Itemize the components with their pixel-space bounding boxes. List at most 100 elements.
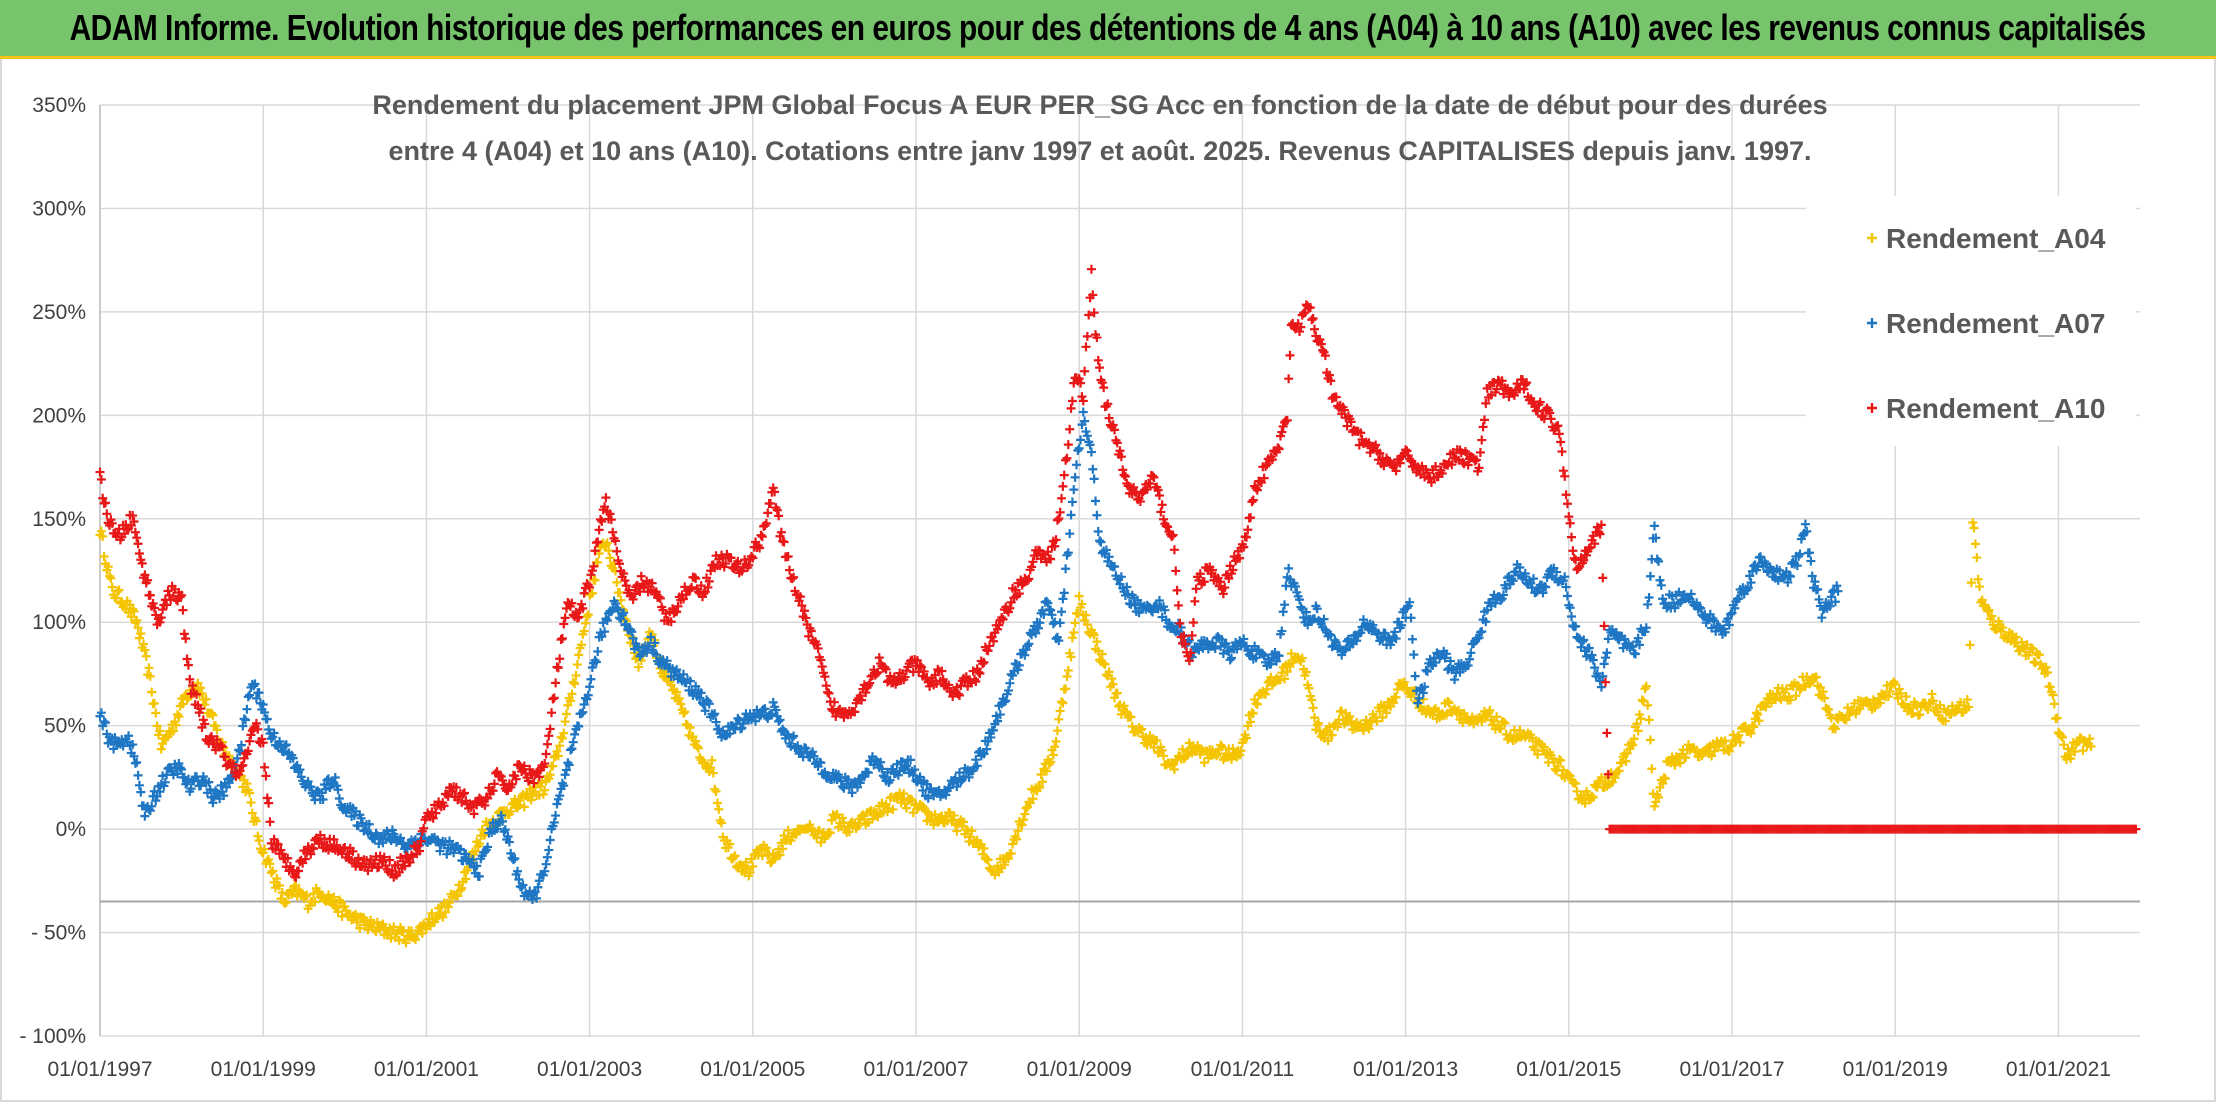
data-point bbox=[155, 617, 165, 627]
legend-marker bbox=[1867, 318, 1877, 328]
data-point bbox=[629, 589, 639, 599]
data-point bbox=[1633, 633, 1643, 643]
data-point bbox=[1005, 603, 1015, 613]
data-point bbox=[1635, 710, 1645, 720]
data-point bbox=[205, 784, 215, 794]
data-point bbox=[572, 660, 582, 670]
data-point bbox=[163, 586, 173, 596]
data-point bbox=[1301, 607, 1311, 617]
data-point bbox=[1941, 716, 1951, 726]
data-point bbox=[152, 791, 162, 801]
data-point bbox=[128, 511, 138, 521]
data-point bbox=[1753, 709, 1763, 719]
data-point bbox=[2078, 746, 2088, 756]
data-point bbox=[266, 868, 276, 878]
data-point bbox=[1066, 403, 1076, 413]
data-point bbox=[1261, 461, 1271, 471]
data-point bbox=[247, 808, 257, 818]
data-point bbox=[1345, 711, 1355, 721]
x-axis-ticks: 01/01/1997 01/01/1999 01/01/2001 01/01/2003… bbox=[47, 1058, 2111, 1081]
data-point bbox=[1584, 643, 1594, 653]
data-point bbox=[687, 582, 697, 592]
data-point bbox=[1076, 435, 1086, 445]
data-point bbox=[1179, 631, 1189, 641]
data-point bbox=[744, 560, 754, 570]
data-point bbox=[262, 793, 272, 803]
data-point bbox=[1180, 639, 1190, 649]
data-point bbox=[129, 751, 139, 761]
data-point bbox=[523, 776, 533, 786]
data-point bbox=[1077, 599, 1087, 609]
data-point bbox=[1579, 635, 1589, 645]
data-point bbox=[1554, 429, 1564, 439]
y-tick-label: 0% bbox=[56, 818, 86, 841]
data-point bbox=[1571, 779, 1581, 789]
data-point bbox=[844, 827, 854, 837]
x-tick-label: 01/01/2015 bbox=[1516, 1058, 1621, 1081]
data-point bbox=[606, 515, 616, 525]
data-point bbox=[1371, 440, 1381, 450]
data-point bbox=[107, 518, 117, 528]
data-point bbox=[1407, 634, 1417, 644]
data-point bbox=[1082, 431, 1092, 441]
data-point bbox=[1312, 604, 1322, 614]
data-point bbox=[1968, 517, 1978, 527]
data-point bbox=[1115, 446, 1125, 456]
data-point bbox=[1187, 630, 1197, 640]
data-point bbox=[96, 526, 106, 536]
data-point bbox=[1058, 594, 1068, 604]
data-point bbox=[1595, 676, 1605, 686]
data-point bbox=[1095, 536, 1105, 546]
data-point bbox=[706, 763, 716, 773]
data-point bbox=[590, 655, 600, 665]
data-point bbox=[801, 613, 811, 623]
data-point bbox=[793, 741, 803, 751]
data-point bbox=[1577, 637, 1587, 647]
data-point bbox=[1061, 455, 1071, 465]
data-point bbox=[787, 574, 797, 584]
data-point bbox=[646, 632, 656, 642]
data-point bbox=[978, 659, 988, 669]
data-point bbox=[1199, 577, 1209, 587]
data-point bbox=[1658, 594, 1668, 604]
data-point bbox=[1074, 591, 1084, 601]
data-point bbox=[1654, 556, 1664, 566]
data-point bbox=[224, 778, 234, 788]
data-point bbox=[1651, 533, 1661, 543]
data-point bbox=[1629, 734, 1639, 744]
data-point bbox=[1709, 746, 1719, 756]
data-point bbox=[1065, 529, 1075, 539]
data-point bbox=[559, 728, 569, 738]
data-point bbox=[1110, 425, 1120, 435]
data-point bbox=[1003, 854, 1013, 864]
data-point bbox=[534, 876, 544, 886]
data-point bbox=[545, 835, 555, 845]
data-point bbox=[540, 866, 550, 876]
data-point bbox=[1596, 682, 1606, 692]
data-point bbox=[666, 617, 676, 627]
data-point bbox=[604, 546, 614, 556]
data-point bbox=[1135, 497, 1145, 507]
data-point bbox=[1099, 383, 1109, 393]
data-point bbox=[1562, 499, 1572, 509]
data-point bbox=[1437, 468, 1447, 478]
data-point bbox=[1046, 757, 1056, 767]
data-point bbox=[385, 855, 395, 865]
data-point bbox=[1885, 686, 1895, 696]
series-Rendement_A07 bbox=[95, 407, 1843, 904]
data-point bbox=[245, 736, 255, 746]
data-point bbox=[1081, 427, 1091, 437]
data-point bbox=[2043, 668, 2053, 678]
data-point bbox=[1645, 735, 1655, 745]
data-point bbox=[1915, 710, 1925, 720]
data-point bbox=[825, 828, 835, 838]
data-point bbox=[774, 716, 784, 726]
data-point bbox=[1553, 761, 1563, 771]
data-point bbox=[1485, 705, 1495, 715]
data-point bbox=[1013, 826, 1023, 836]
data-point bbox=[1530, 745, 1540, 755]
data-point bbox=[1160, 605, 1170, 615]
data-point bbox=[1686, 589, 1696, 599]
data-point bbox=[98, 531, 108, 541]
data-point bbox=[721, 558, 731, 568]
